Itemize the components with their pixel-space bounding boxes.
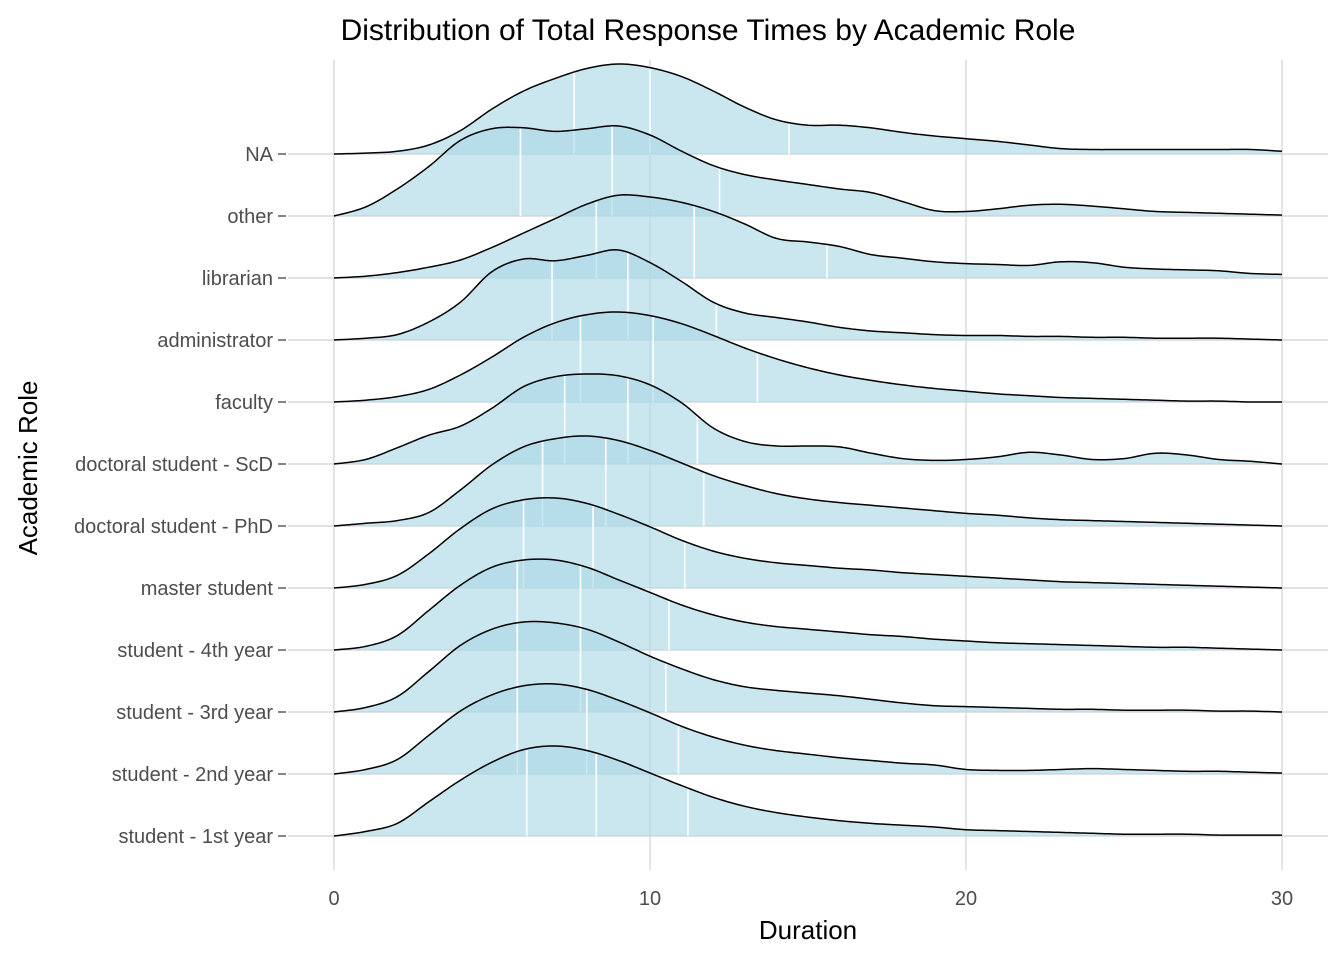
ridge-outline [333,497,1283,589]
ridge-outline [333,745,1282,837]
y-tick-label: doctoral student - ScD [75,454,273,476]
ridge-other [333,125,1283,217]
y-tick-label: student - 3rd year [116,702,273,724]
ridge-outline [333,373,1283,465]
ridge-area [334,745,1282,836]
y-tick-label: librarian [202,268,273,290]
y-axis: student - 1st year student - 2nd year stud… [74,144,286,848]
y-tick-label: faculty [215,392,273,414]
x-tick-label: 10 [639,888,661,910]
ridge-outline [333,435,1283,527]
y-axis-title: Academic Role [13,381,43,556]
y-tick-label: student - 4th year [117,640,273,662]
ridge-outline [333,683,1283,775]
chart-title: Distribution of Total Response Times by … [341,14,1076,47]
y-tick-label: student - 2nd year [112,764,274,786]
ridge-layer [333,63,1283,837]
y-tick-label: NA [245,144,273,166]
y-tick-label: administrator [157,330,273,352]
ridge-outline [333,125,1283,217]
ridge-area [334,194,1282,278]
ridge-outline [333,249,1283,341]
ridge-outline [333,311,1282,403]
x-axis-title: Duration [759,915,857,945]
y-tick-label: other [227,206,273,228]
x-tick-label: 30 [1271,888,1293,910]
ridge-outline [333,63,1283,155]
ridge-student-1st-year [333,745,1282,837]
y-tick-label: doctoral student - PhD [74,516,273,538]
x-tick-label: 20 [955,888,977,910]
y-tick-label: student - 1st year [118,826,273,848]
ridge-area [334,125,1282,216]
x-tick-label: 0 [328,888,339,910]
y-tick-label: master student [141,578,274,600]
x-axis: 0 10 20 30 [328,888,1293,910]
ridge-outline [333,558,1283,651]
ridge-outline [333,620,1283,713]
ridge-outline [333,194,1283,279]
